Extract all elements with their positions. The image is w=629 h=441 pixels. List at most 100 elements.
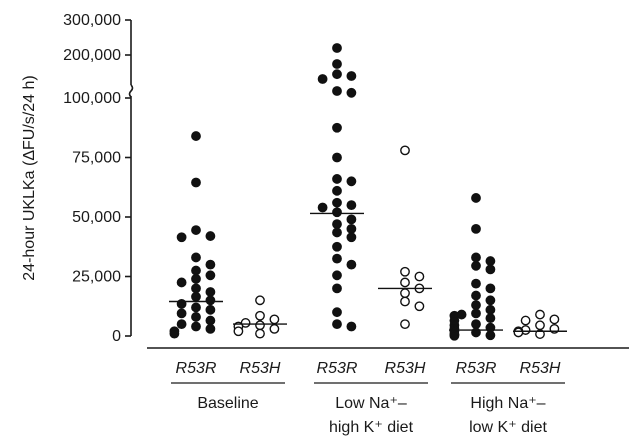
data-point	[176, 308, 187, 319]
data-point	[346, 259, 357, 270]
data-point	[471, 252, 481, 263]
category-label: R53R	[176, 360, 217, 377]
y-tick-label: 75,000	[72, 150, 121, 167]
data-point	[485, 256, 496, 266]
data-point	[176, 232, 187, 243]
data-point	[400, 319, 410, 329]
data-point	[255, 310, 265, 321]
data-point	[332, 307, 342, 318]
data-point	[205, 304, 216, 315]
data-point	[332, 69, 342, 80]
data-point	[471, 319, 481, 329]
data-points	[169, 43, 560, 341]
data-point	[191, 252, 201, 263]
data-point	[332, 270, 342, 281]
data-point	[205, 270, 216, 281]
data-point	[233, 326, 244, 337]
category-label: R53R	[317, 360, 358, 377]
data-point	[332, 207, 342, 218]
data-point	[549, 314, 560, 325]
data-point	[317, 74, 328, 84]
data-point	[191, 321, 201, 332]
group-label: Low Na⁺–	[335, 395, 407, 412]
data-point	[255, 320, 265, 331]
data-point	[471, 193, 481, 203]
y-tick-label: 0	[112, 328, 121, 345]
y-axis-break	[128, 84, 134, 98]
data-point	[332, 283, 342, 294]
data-point	[332, 241, 342, 252]
data-point	[332, 227, 342, 238]
y-tick-label: 100,000	[63, 90, 121, 107]
data-point	[471, 300, 481, 310]
data-point	[191, 273, 201, 284]
data-point	[449, 330, 460, 341]
data-point	[400, 266, 410, 277]
data-point	[255, 295, 265, 306]
data-point	[169, 328, 180, 339]
data-point	[346, 223, 357, 234]
data-point	[176, 319, 187, 329]
data-point	[485, 264, 496, 275]
data-point	[346, 87, 357, 98]
category-label: R53R	[456, 360, 497, 377]
group-label-line2: high K⁺ diet	[329, 419, 414, 436]
data-point	[400, 145, 410, 156]
data-point	[191, 283, 201, 294]
data-point	[346, 71, 357, 81]
data-point	[332, 174, 342, 184]
y-tick-label: 200,000	[63, 47, 121, 64]
data-point	[191, 302, 201, 313]
data-point	[535, 329, 545, 339]
y-axis-label: 24-hour UKLKa (ΔFU/s/24 h)	[21, 75, 38, 280]
data-point	[485, 283, 496, 294]
data-point	[513, 327, 524, 338]
category-label: R53H	[520, 360, 561, 377]
data-point	[332, 219, 342, 230]
category-label: R53H	[385, 360, 426, 377]
data-point	[191, 265, 201, 276]
data-point	[191, 312, 201, 322]
category-label: R53H	[240, 360, 281, 377]
data-point	[205, 231, 216, 241]
data-point	[317, 202, 328, 213]
group-label: Baseline	[197, 395, 258, 412]
data-point	[205, 315, 216, 326]
data-point	[471, 290, 481, 301]
data-point	[332, 86, 342, 96]
data-point	[520, 315, 531, 326]
data-point	[332, 152, 342, 163]
group-label: High Na⁺–	[470, 395, 545, 412]
axes	[128, 20, 629, 349]
data-point	[485, 330, 496, 341]
data-point	[346, 214, 357, 225]
data-point	[400, 296, 410, 307]
data-point	[471, 278, 481, 289]
y-tick-label: 25,000	[72, 269, 121, 286]
data-point	[332, 43, 342, 53]
data-point	[535, 309, 545, 320]
data-point	[485, 295, 496, 306]
y-tick-label: 300,000	[63, 12, 121, 29]
data-point	[332, 59, 342, 69]
data-point	[346, 176, 357, 187]
data-point	[471, 308, 481, 319]
data-point	[269, 323, 280, 334]
data-point	[205, 295, 216, 306]
data-point	[485, 313, 496, 324]
x-labels: R53R R53H R53R R53H R53R R53H Baseline Low Na⁺–…	[171, 360, 565, 436]
data-point	[471, 260, 481, 271]
data-point	[485, 304, 496, 315]
data-point	[205, 259, 216, 270]
data-point	[535, 320, 545, 331]
data-point	[471, 223, 481, 234]
data-point	[346, 321, 357, 332]
y-tick-label: 50,000	[72, 209, 121, 226]
median-lines	[169, 212, 567, 332]
data-point	[400, 277, 410, 288]
data-point	[332, 185, 342, 196]
data-point	[332, 122, 342, 133]
data-point	[400, 288, 410, 299]
data-point	[414, 271, 425, 282]
